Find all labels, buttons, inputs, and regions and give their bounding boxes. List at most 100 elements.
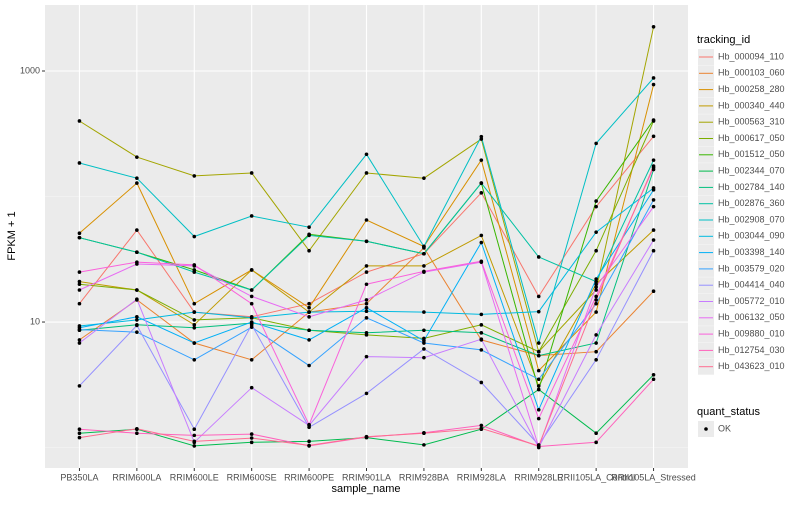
point (536, 444, 541, 448)
legend-label: Hb_003044_090 (718, 231, 785, 241)
point (479, 191, 484, 195)
point (192, 270, 197, 274)
point (249, 432, 254, 436)
point (77, 338, 82, 342)
point (422, 264, 426, 268)
point (77, 301, 82, 306)
point (192, 318, 197, 322)
point (77, 235, 82, 240)
legend-label: Hb_000094_110 (718, 51, 784, 61)
legend-label: Hb_009880_010 (718, 328, 785, 338)
point (249, 358, 254, 362)
point (536, 294, 541, 299)
point (479, 337, 484, 341)
x-tick-label: RRIM928BA (399, 472, 449, 482)
point (651, 82, 656, 87)
point (594, 440, 598, 445)
point (249, 436, 254, 440)
point (192, 358, 197, 362)
grid (45, 5, 688, 468)
point (479, 331, 484, 335)
point (594, 230, 598, 234)
point (479, 259, 484, 264)
point (192, 439, 197, 444)
legend-label: Hb_000258_280 (718, 84, 785, 94)
legend-label: Hb_002908_070 (718, 214, 785, 224)
point (135, 228, 139, 232)
point (77, 288, 82, 292)
point (135, 318, 139, 322)
point (364, 270, 369, 274)
point (364, 152, 369, 157)
point (307, 305, 311, 310)
point (536, 407, 541, 412)
point (192, 174, 197, 178)
point (594, 141, 598, 146)
point (192, 433, 197, 438)
point (135, 260, 139, 264)
point (135, 315, 139, 319)
point (422, 244, 426, 249)
point (77, 282, 82, 287)
x-tick-label: RRIM901LA (342, 472, 391, 482)
point (249, 440, 254, 445)
point (249, 288, 254, 292)
point (651, 25, 656, 29)
point (536, 341, 541, 345)
legend-point (704, 427, 708, 431)
legend-label: Hb_000103_060 (718, 68, 785, 78)
point (77, 231, 82, 236)
point (249, 316, 254, 320)
point (651, 372, 656, 377)
point (364, 391, 369, 396)
x-tick-label: RRIM600LE (170, 472, 219, 482)
point (479, 233, 484, 238)
point (192, 301, 197, 306)
point (192, 427, 197, 431)
legend-label: Hb_002344_070 (718, 165, 785, 175)
point (249, 214, 254, 218)
point (422, 347, 426, 351)
point (77, 327, 82, 332)
point (594, 279, 598, 284)
point (651, 198, 656, 202)
point (77, 384, 82, 388)
legend-label: Hb_005772_010 (718, 296, 785, 306)
legend-label: Hb_000563_310 (718, 117, 785, 127)
point (479, 158, 484, 162)
point (249, 323, 254, 327)
point (307, 315, 311, 319)
point (192, 325, 197, 330)
point (651, 289, 656, 294)
point (651, 188, 656, 192)
point (364, 301, 369, 306)
point (651, 228, 656, 232)
point (651, 76, 656, 80)
point (77, 431, 82, 436)
point (249, 301, 254, 306)
point (135, 427, 139, 431)
point (364, 309, 369, 313)
point (364, 331, 369, 335)
point (364, 239, 369, 244)
point (364, 316, 369, 320)
point (651, 204, 656, 209)
x-axis-title: sample_name (331, 483, 400, 495)
point (594, 333, 598, 337)
legend-label: Hb_000340_440 (718, 100, 785, 110)
legend-label: Hb_043623_010 (718, 361, 785, 371)
legend-label: Hb_000617_050 (718, 133, 785, 143)
point (249, 268, 254, 272)
point (479, 240, 484, 245)
point (594, 298, 598, 302)
legend-label: Hb_002784_140 (718, 182, 785, 192)
point (651, 248, 656, 253)
point (307, 338, 311, 342)
point (77, 341, 82, 345)
point (594, 301, 598, 306)
point (651, 377, 656, 382)
x-tick-label: RRIM600SE (227, 472, 277, 482)
x-tick-label: PB350LA (60, 472, 98, 482)
point (192, 323, 197, 327)
legend-label: Hb_003579_020 (718, 263, 785, 273)
